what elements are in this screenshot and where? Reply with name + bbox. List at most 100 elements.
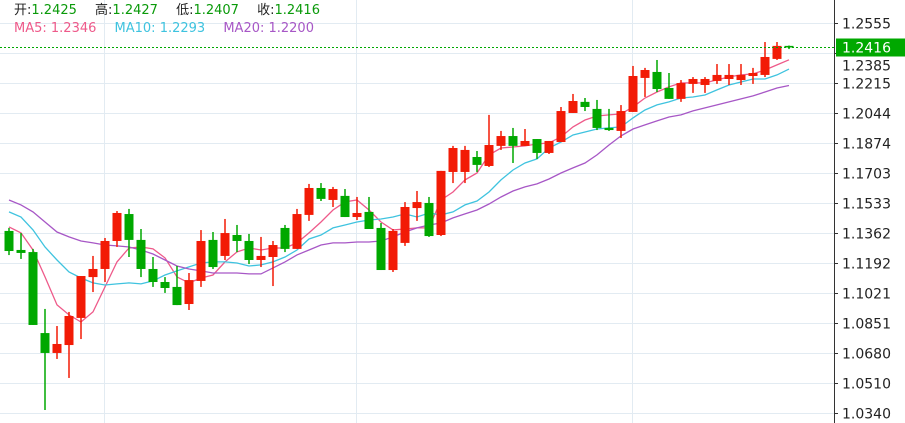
candle-body <box>124 214 134 240</box>
candle-body <box>28 252 38 325</box>
candle-down <box>124 208 134 257</box>
candle-body <box>184 280 194 305</box>
candle-body <box>364 211 374 230</box>
candle-up <box>388 229 398 272</box>
ohlc-legend: 开:1.2425 高:1.2427 低:1.2407 收:1.2416 <box>14 3 320 19</box>
candle-down <box>136 229 146 278</box>
candle-down <box>280 224 290 253</box>
candle-body <box>712 74 722 81</box>
candle-up <box>556 106 566 143</box>
candle-up <box>412 190 422 221</box>
candle-down <box>604 108 614 131</box>
candle-body <box>352 212 362 218</box>
candle-up <box>700 77 710 93</box>
candle-body <box>256 255 266 260</box>
candle-up <box>220 218 230 260</box>
candle-down <box>424 196 434 237</box>
candle-up <box>712 64 722 84</box>
candle-down <box>244 233 254 265</box>
candle-body <box>460 149 470 172</box>
candle-up <box>400 202 410 246</box>
candle-body <box>484 145 494 166</box>
candle-body <box>424 202 434 237</box>
candle-body <box>520 140 530 146</box>
candle-up <box>544 140 554 154</box>
y-tick-label: 1.2385 <box>842 59 891 75</box>
candle-down <box>532 139 542 159</box>
candle-up <box>292 208 302 249</box>
candle-body <box>556 111 566 143</box>
candle-body <box>676 83 686 99</box>
candle-up <box>748 67 758 84</box>
y-tick-label: 1.2555 <box>842 17 891 33</box>
y-tick-label: 1.1703 <box>842 167 891 183</box>
candle-body <box>292 214 302 249</box>
candle-down <box>40 308 50 411</box>
candle-body <box>436 170 446 235</box>
y-tick-label: 1.1874 <box>842 137 891 153</box>
candle-up <box>640 67 650 97</box>
candle-down <box>580 98 590 112</box>
candles <box>4 42 794 411</box>
candle-body <box>40 333 50 353</box>
candle-down <box>508 127 518 163</box>
candle-up <box>304 183 314 221</box>
candle-down <box>16 233 26 259</box>
candle-up <box>352 196 362 221</box>
candle-down <box>472 151 482 172</box>
candle-body <box>376 227 386 271</box>
candle-body <box>448 148 458 172</box>
y-tick-label: 1.0340 <box>842 407 891 423</box>
candle-body <box>268 245 278 257</box>
open-label: 开: <box>14 3 32 18</box>
candle-body <box>772 45 782 59</box>
candle-up <box>256 236 266 268</box>
y-tick-label: 1.1021 <box>842 287 891 303</box>
candle-body <box>700 78 710 85</box>
candle-body <box>496 136 506 146</box>
candle-body <box>208 239 218 268</box>
candle-body <box>508 136 518 146</box>
moving-average-lines <box>8 59 790 323</box>
candle-down <box>364 196 374 230</box>
candle-body <box>160 282 170 288</box>
candle-up <box>676 80 686 102</box>
candle-up <box>460 145 470 184</box>
candle-body <box>232 234 242 241</box>
ma5-legend: MA5: 1.2346 <box>14 21 97 36</box>
close-value: 1.2416 <box>274 3 320 18</box>
candle-up <box>76 276 86 340</box>
y-tick-label: 1.2044 <box>842 107 891 123</box>
candle-body <box>640 70 650 78</box>
candle-up <box>64 311 74 378</box>
y-tick-label: 1.1192 <box>842 257 891 273</box>
low-value: 1.2407 <box>193 3 239 18</box>
candle-down <box>316 183 326 202</box>
candle-body <box>148 268 158 283</box>
candle-body <box>64 315 74 346</box>
y-tick-label: 1.0680 <box>842 347 891 363</box>
candle-body <box>16 249 26 253</box>
candle-body <box>328 189 338 200</box>
ma10-line <box>8 68 790 286</box>
candle-body <box>88 268 98 278</box>
candle-up <box>616 105 626 138</box>
low-label: 低: <box>176 3 194 18</box>
candle-body <box>592 108 602 128</box>
candle-body <box>664 87 674 99</box>
last-price-label: 1.2416 <box>842 41 891 57</box>
candle-up <box>112 211 122 247</box>
candle-up <box>100 237 110 283</box>
candle-body <box>760 56 770 75</box>
candle-body <box>196 240 206 281</box>
candle-body <box>784 45 794 48</box>
candle-up <box>520 128 530 146</box>
y-tick-label: 1.0510 <box>842 377 891 393</box>
candle-body <box>136 239 146 269</box>
candle-body <box>76 276 86 318</box>
candle-up <box>484 114 494 168</box>
candle-body <box>544 140 554 153</box>
candle-body <box>340 195 350 218</box>
candle-body <box>724 74 734 79</box>
